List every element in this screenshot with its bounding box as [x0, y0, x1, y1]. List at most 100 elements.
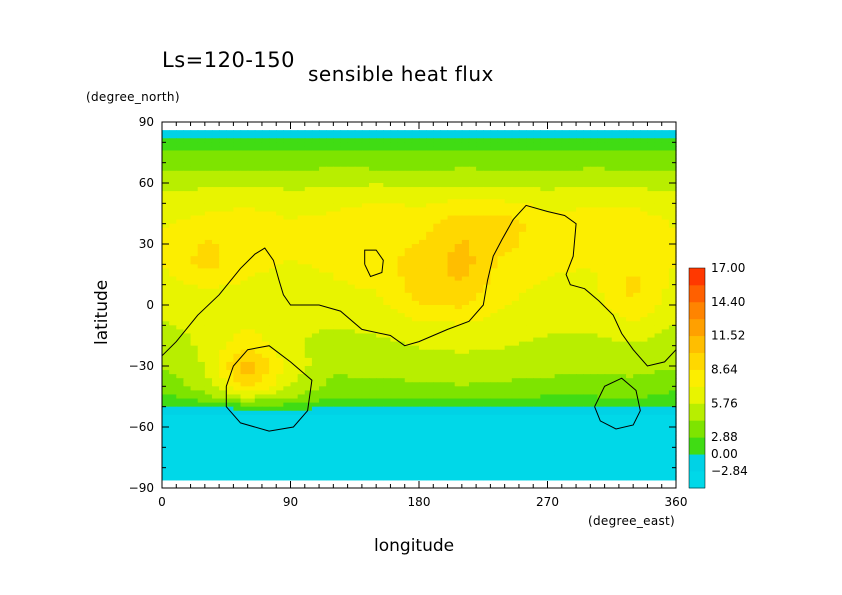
heatmap-cell: [240, 288, 249, 294]
heatmap-cell: [640, 337, 649, 343]
heatmap-cell: [376, 195, 384, 200]
heatmap-cell: [290, 292, 299, 298]
heatmap-cell: [311, 333, 320, 339]
heatmap-cell: [497, 158, 506, 164]
heatmap-cell: [204, 284, 213, 290]
heatmap-cell: [311, 305, 320, 310]
heatmap-cell: [326, 203, 334, 208]
heatmap-cell: [226, 402, 234, 408]
heatmap-cell: [518, 211, 527, 217]
heatmap-cell: [376, 146, 384, 152]
heatmap-cell: [533, 292, 541, 298]
heatmap-cell: [326, 305, 334, 310]
heatmap-cell: [197, 170, 206, 176]
heatmap-cell: [604, 183, 613, 188]
heatmap-cell: [276, 195, 284, 200]
heatmap-cell: [276, 378, 284, 383]
heatmap-cell: [668, 378, 677, 383]
heatmap-cell: [490, 191, 499, 196]
heatmap-cell: [347, 288, 356, 294]
heatmap-cell: [240, 146, 249, 152]
heatmap-cell: [504, 227, 513, 233]
heatmap-cell: [647, 349, 656, 355]
heatmap-cell: [461, 272, 470, 278]
heatmap-cell: [311, 280, 320, 286]
heatmap-cell: [204, 183, 213, 188]
heatmap-cell: [397, 256, 406, 261]
heatmap-cell: [590, 158, 599, 164]
heatmap-cell: [254, 134, 263, 139]
heatmap-cell: [440, 309, 449, 314]
heatmap-cell: [162, 366, 170, 371]
heatmap-cell: [547, 276, 556, 282]
heatmap-cell: [169, 244, 177, 249]
heatmap-cell: [561, 219, 570, 225]
heatmap-cell: [311, 264, 320, 269]
heatmap-cell: [162, 370, 170, 375]
heatmap-cell: [397, 276, 406, 282]
heatmap-cell: [533, 211, 541, 217]
heatmap-cell: [583, 239, 591, 245]
heatmap-cell: [604, 264, 613, 269]
heatmap-cell: [568, 158, 577, 164]
heatmap-cell: [297, 146, 306, 152]
heatmap-cell: [626, 260, 634, 265]
heatmap-cell: [319, 337, 327, 343]
heatmap-cell: [254, 321, 263, 326]
heatmap-cell: [590, 398, 599, 404]
heatmap-cell: [654, 349, 663, 355]
heatmap-cell: [497, 203, 506, 208]
heatmap-cell: [376, 272, 384, 278]
heatmap-cell: [369, 187, 377, 192]
heatmap-cell: [583, 134, 591, 139]
heatmap-cell: [347, 154, 356, 160]
heatmap-cell: [254, 223, 263, 229]
heatmap-cell: [176, 158, 185, 164]
heatmap-cell: [668, 134, 677, 139]
heatmap-cell: [554, 154, 563, 160]
heatmap-cell: [611, 211, 620, 217]
heatmap-cell: [290, 378, 299, 383]
heatmap-cell: [162, 394, 170, 400]
heatmap-cell: [440, 150, 449, 156]
heatmap-cell: [626, 215, 634, 221]
heatmap-cell: [526, 329, 534, 335]
heatmap-cell: [626, 134, 634, 139]
heatmap-cell: [176, 268, 185, 274]
heatmap-cell: [390, 154, 399, 160]
heatmap-cell: [454, 382, 463, 387]
heatmap-cell: [640, 321, 649, 326]
heatmap-cell: [240, 390, 249, 396]
heatmap-cell: [633, 374, 641, 379]
heatmap-cell: [283, 158, 292, 164]
heatmap-cell: [468, 288, 477, 294]
heatmap-cell: [604, 252, 613, 257]
heatmap-cell: [504, 345, 513, 351]
heatmap-cell: [169, 288, 177, 294]
heatmap-cell: [447, 244, 456, 249]
heatmap-cell: [347, 300, 356, 306]
heatmap-cell: [183, 187, 192, 192]
heatmap-cell: [247, 280, 256, 286]
heatmap-cell: [283, 199, 292, 204]
heatmap-cell: [518, 227, 527, 233]
heatmap-cell: [576, 292, 584, 298]
heatmap-cell: [261, 231, 270, 237]
heatmap-cell: [211, 235, 220, 241]
heatmap-cell: [511, 309, 520, 314]
heatmap-cell: [390, 203, 399, 208]
heatmap-cell: [211, 134, 220, 139]
heatmap-cell: [311, 337, 320, 343]
heatmap-cell: [547, 150, 556, 156]
heatmap-cell: [547, 260, 556, 265]
heatmap-cell: [169, 211, 177, 217]
heatmap-cell: [647, 333, 656, 339]
heatmap-cell: [290, 264, 299, 269]
heatmap-cell: [333, 162, 342, 168]
heatmap-cell: [626, 252, 634, 257]
heatmap-cell: [490, 366, 499, 371]
heatmap-cell: [311, 292, 320, 298]
heatmap-cell: [290, 211, 299, 217]
heatmap-cell: [590, 162, 599, 168]
heatmap-cell: [261, 170, 270, 176]
